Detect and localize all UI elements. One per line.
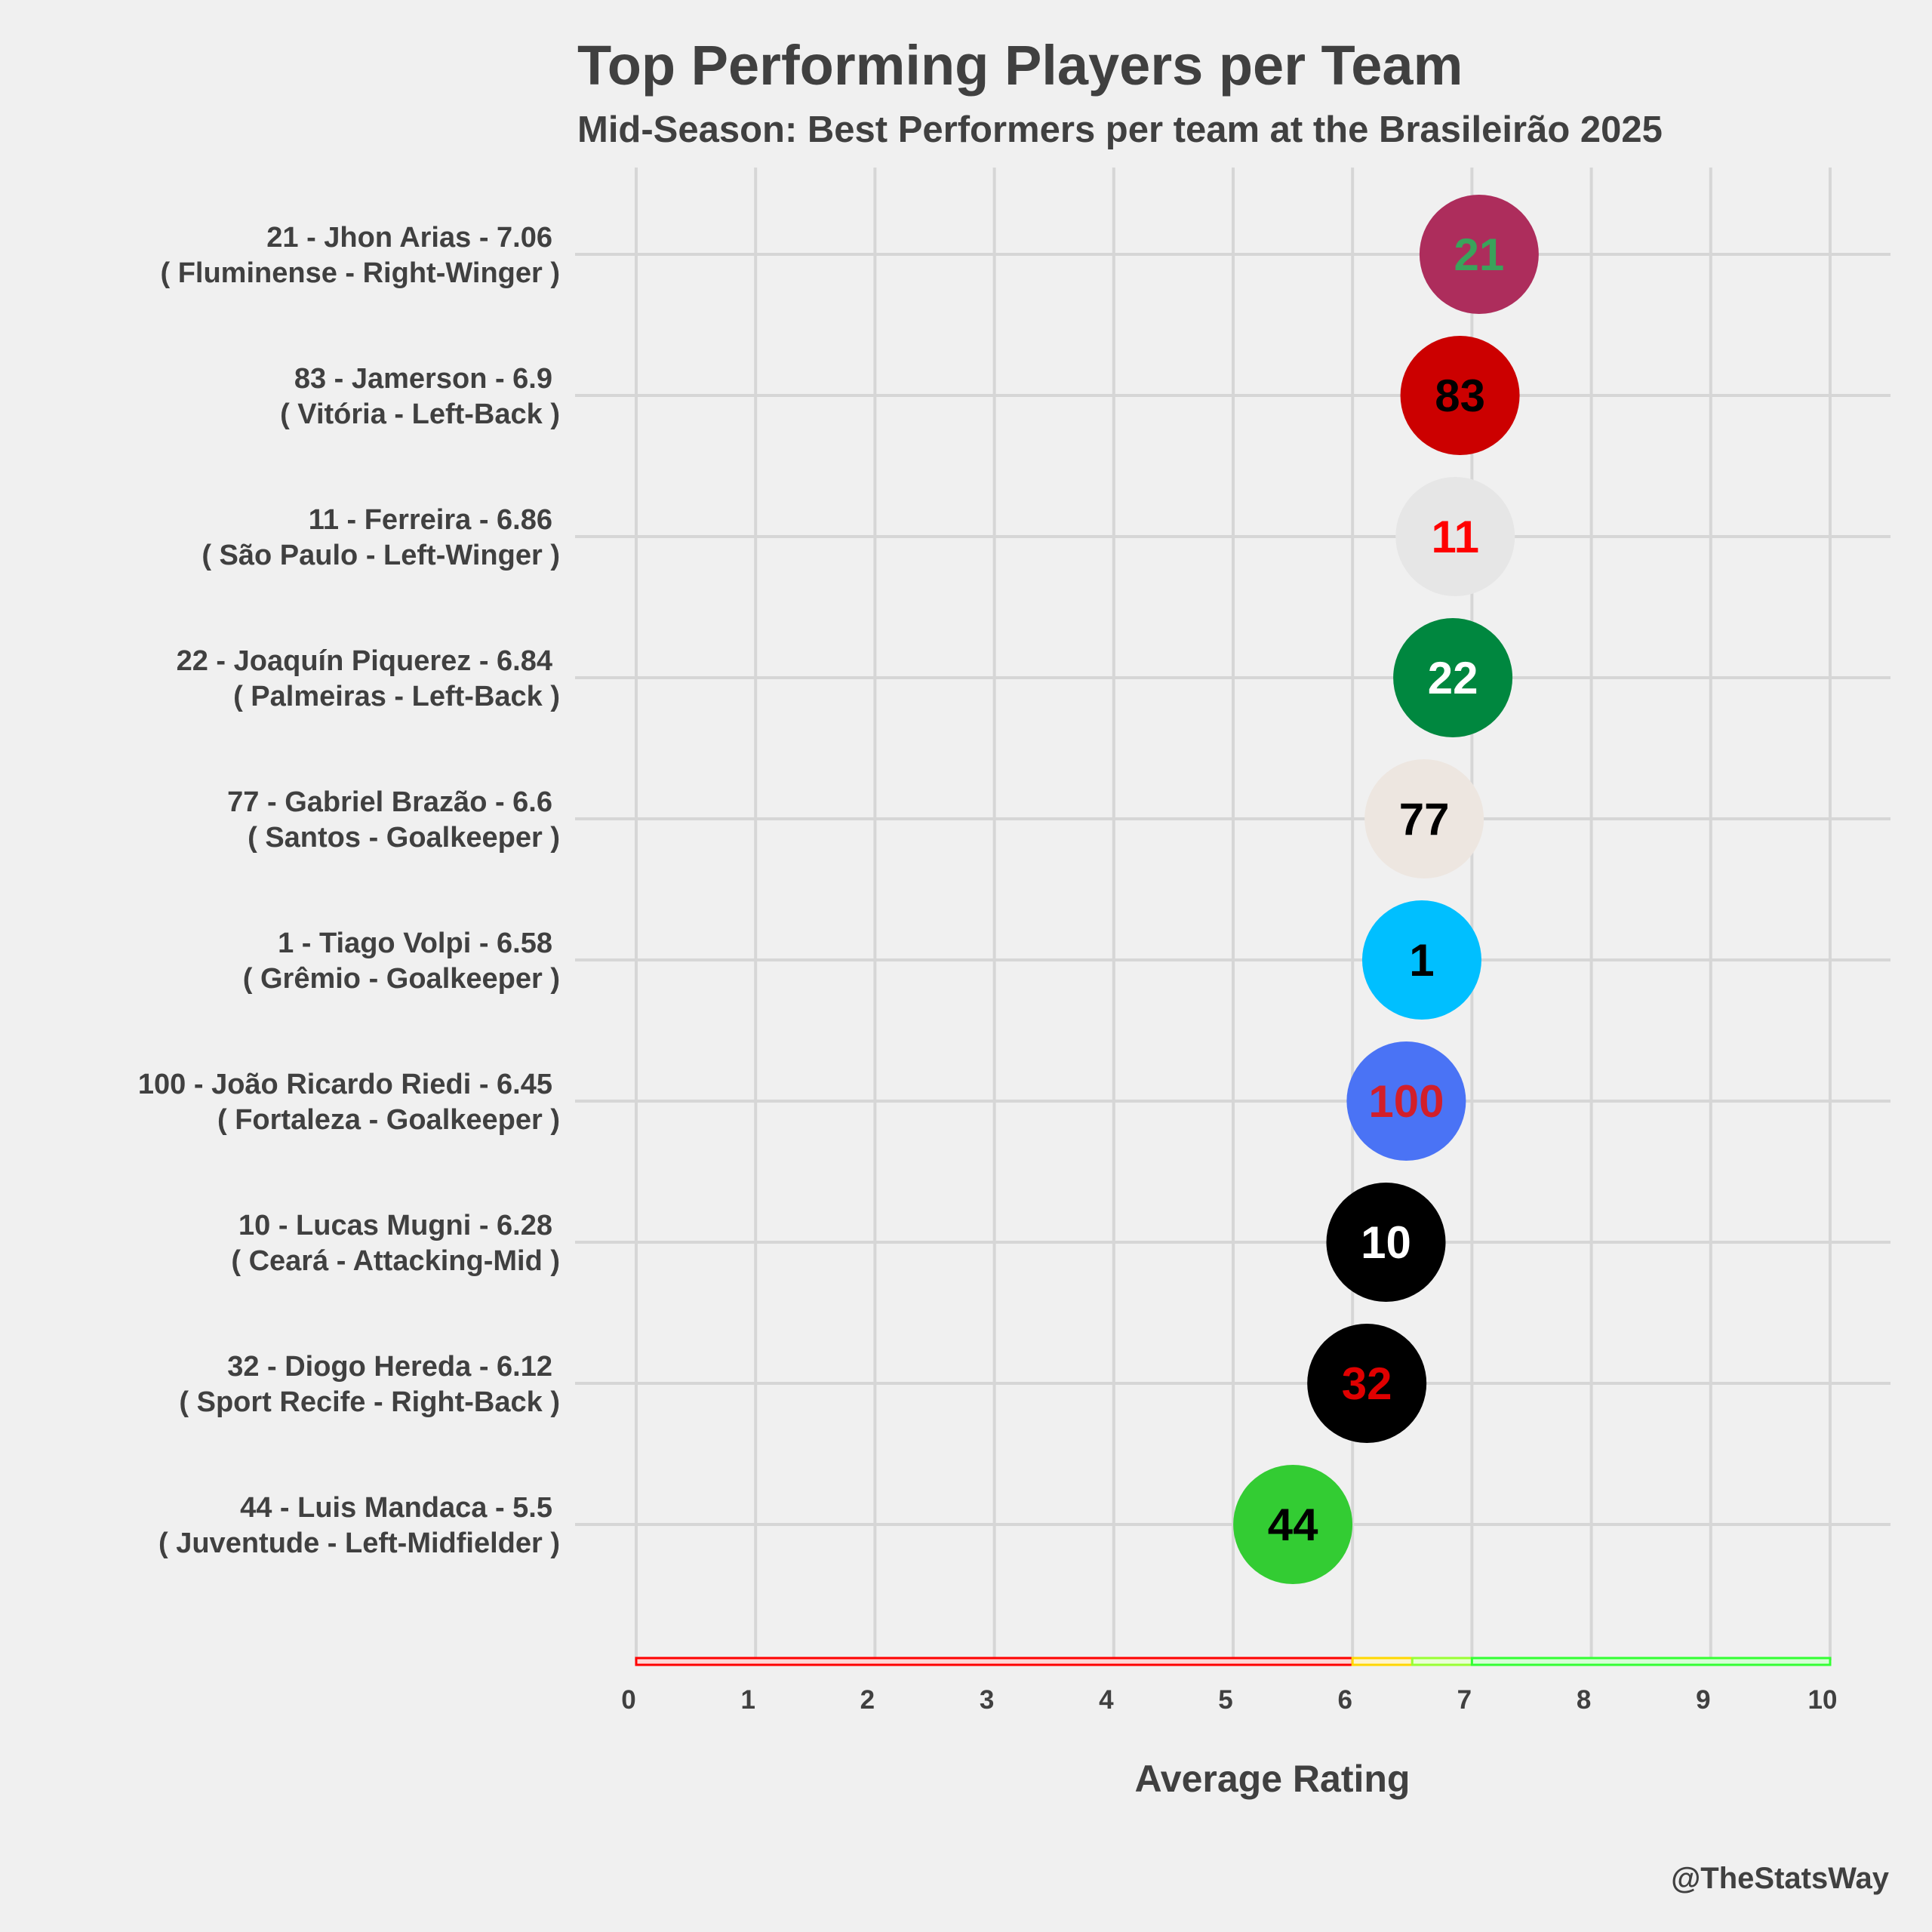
x-tick-label: 2	[860, 1685, 875, 1715]
player-number: 32	[1342, 1358, 1392, 1409]
chart-subtitle: Mid-Season: Best Performers per team at …	[577, 109, 1663, 150]
player-markers: 21 83 11 22 77 1 100 10 32 44	[1233, 195, 1539, 1584]
player-number: 11	[1432, 512, 1479, 562]
player-number: 21	[1454, 229, 1505, 280]
player-marker	[1326, 1183, 1446, 1302]
x-tick-label: 3	[980, 1685, 994, 1715]
player-marker	[1307, 1324, 1427, 1443]
x-tick-label: 9	[1696, 1685, 1710, 1715]
player-marker	[1400, 336, 1520, 455]
rating-band	[1411, 1657, 1473, 1666]
x-tick-label: 6	[1337, 1685, 1352, 1715]
player-label-line1: 77 - Gabriel Brazão - 6.6	[227, 786, 552, 818]
x-tick-label: 0	[621, 1685, 635, 1715]
rating-band	[1470, 1657, 1832, 1666]
chart-title: Top Performing Players per Team	[577, 34, 1463, 97]
player-labels: 21 - Jhon Arias - 7.06( Fluminense - Rig…	[138, 222, 560, 1559]
x-tick-labels: 0 1 2 3 4 5 6 7 8 9 10	[621, 1685, 1837, 1715]
player-label-line2: ( Grêmio - Goalkeeper )	[243, 963, 560, 995]
player-marker	[1395, 477, 1515, 596]
x-tick-label: 10	[1808, 1685, 1838, 1715]
player-label-line1: 32 - Diogo Hereda - 6.12	[227, 1351, 552, 1383]
player-label-line2: ( Vitória - Left-Back )	[280, 398, 560, 430]
player-label-line2: ( Fortaleza - Goalkeeper )	[217, 1104, 560, 1136]
grid	[575, 168, 1890, 1660]
player-label-line1: 44 - Luis Mandaca - 5.5	[240, 1492, 552, 1524]
player-marker	[1393, 618, 1513, 737]
player-marker	[1419, 195, 1539, 314]
x-axis-label: Average Rating	[1135, 1758, 1411, 1800]
x-tick-label: 7	[1457, 1685, 1472, 1715]
player-label-line1: 10 - Lucas Mugni - 6.28	[238, 1210, 552, 1241]
x-tick-label: 5	[1218, 1685, 1232, 1715]
player-label-line1: 11 - Ferreira - 6.86	[309, 504, 552, 536]
player-number: 10	[1361, 1217, 1411, 1268]
player-number: 44	[1268, 1500, 1318, 1550]
player-label-line2: ( Fluminense - Right-Winger )	[160, 257, 560, 289]
player-label-line1: 22 - Joaquín Piquerez - 6.84	[177, 645, 552, 677]
x-tick-label: 1	[740, 1685, 755, 1715]
credit-handle: @TheStatsWay	[1671, 1862, 1889, 1895]
player-number: 83	[1435, 371, 1485, 421]
player-number: 100	[1368, 1076, 1444, 1127]
player-label-line1: 1 - Tiago Volpi - 6.58	[278, 928, 552, 959]
player-number: 1	[1409, 935, 1434, 986]
player-label-line2: ( Ceará - Attacking-Mid )	[231, 1245, 560, 1277]
player-number: 22	[1428, 653, 1478, 703]
x-tick-label: 4	[1099, 1685, 1114, 1715]
player-label-line1: 100 - João Ricardo Riedi - 6.45	[138, 1069, 552, 1100]
player-marker	[1364, 759, 1484, 878]
player-label-line2: ( Juventude - Left-Midfielder )	[158, 1527, 560, 1559]
player-number: 77	[1399, 794, 1450, 844]
rating-band	[1351, 1657, 1414, 1666]
x-tick-label: 8	[1577, 1685, 1591, 1715]
player-label-line1: 83 - Jamerson - 6.9	[294, 363, 552, 395]
rating-band	[635, 1657, 1354, 1666]
player-marker	[1233, 1465, 1353, 1584]
player-marker	[1346, 1041, 1466, 1161]
player-label-line2: ( Palmeiras - Left-Back )	[233, 681, 560, 712]
player-label-line2: ( Sport Recife - Right-Back )	[179, 1386, 560, 1418]
player-marker	[1361, 900, 1481, 1020]
rating-scale-bar	[635, 1657, 1832, 1666]
player-label-line1: 21 - Jhon Arias - 7.06	[266, 222, 552, 254]
player-label-line2: ( Santos - Goalkeeper )	[248, 822, 560, 854]
player-label-line2: ( São Paulo - Left-Winger )	[202, 540, 560, 571]
